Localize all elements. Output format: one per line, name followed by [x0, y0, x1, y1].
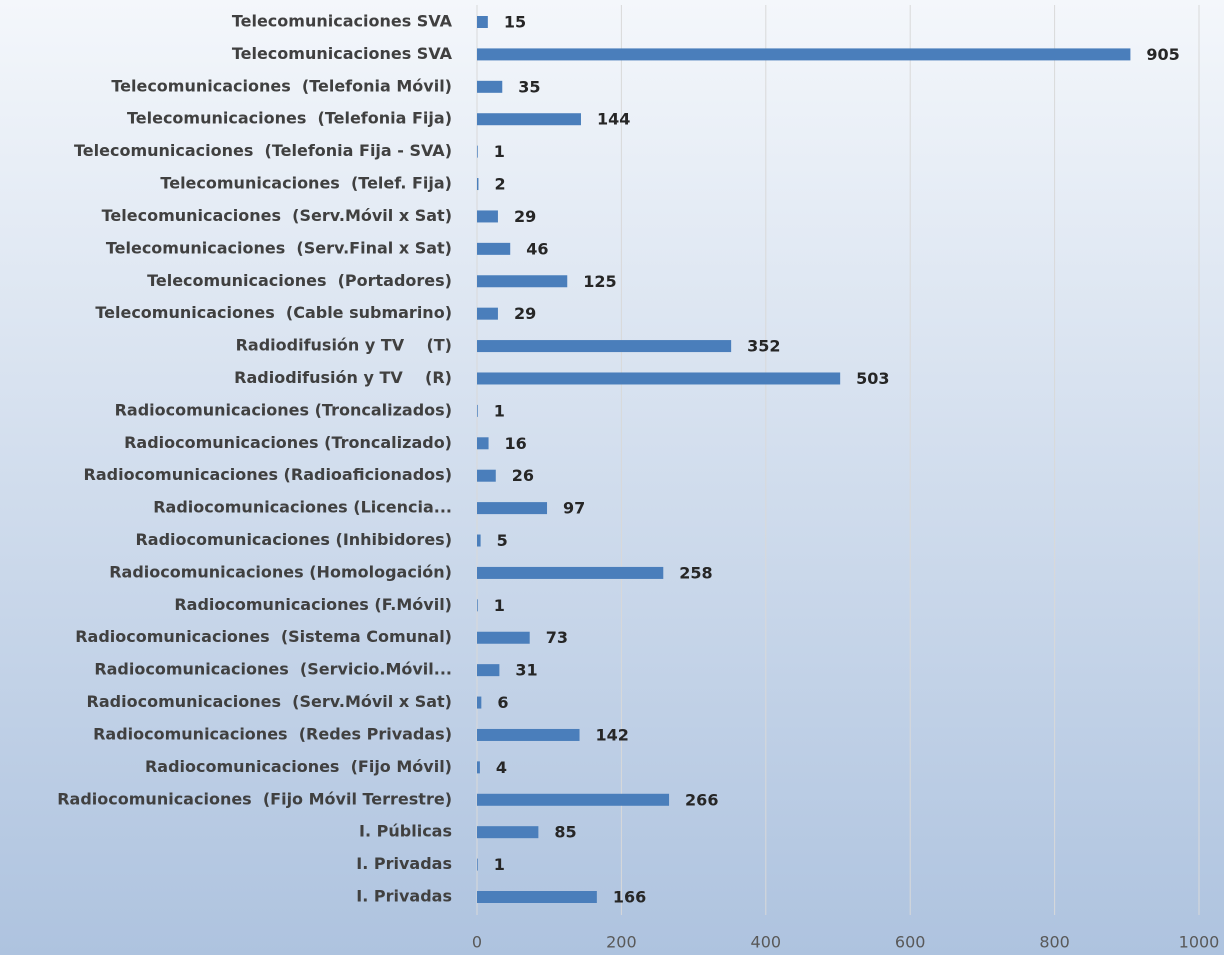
- bar: [477, 242, 511, 255]
- y-tick-label: I. Privadas: [356, 887, 452, 906]
- bar: [477, 80, 503, 93]
- y-tick-label: Radiocomunicaciones (Fijo Móvil Terrestr…: [57, 789, 452, 808]
- y-tick-label: Telecomunicaciones SVA: [232, 12, 453, 31]
- bar: [477, 16, 488, 28]
- y-tick-label: Radiocomunicaciones (Licencia...: [153, 498, 452, 517]
- bar: [477, 793, 670, 806]
- y-tick-label: Telecomunicaciones SVA: [232, 44, 453, 63]
- y-tick-label: Radiocomunicaciones (Redes Privadas): [93, 724, 452, 743]
- value-label: 2: [494, 175, 505, 194]
- bar: [477, 404, 478, 417]
- bar: [477, 340, 732, 353]
- value-label: 125: [583, 272, 616, 291]
- bar: [477, 372, 841, 385]
- value-label: 503: [856, 369, 889, 388]
- bar: [477, 599, 478, 612]
- x-tick-label: 1000: [1179, 933, 1220, 952]
- x-tick-label: 800: [1039, 933, 1070, 952]
- y-tick-label: Radiocomunicaciones (Radioaficionados): [84, 465, 452, 484]
- bar: [477, 826, 539, 839]
- bar: [477, 728, 580, 741]
- bar: [477, 113, 581, 126]
- bar: [477, 631, 530, 644]
- bar: [477, 307, 498, 320]
- y-tick-label: Telecomunicaciones (Telef. Fija): [160, 174, 452, 193]
- bar: [477, 275, 568, 288]
- value-label: 4: [496, 758, 507, 777]
- y-tick-label: Telecomunicaciones (Serv.Móvil x Sat): [102, 206, 452, 225]
- bar: [477, 178, 479, 191]
- value-label: 6: [497, 693, 508, 712]
- y-tick-label: Telecomunicaciones (Telefonia Fija): [127, 109, 452, 128]
- value-label: 144: [597, 110, 630, 129]
- value-label: 29: [514, 304, 536, 323]
- y-tick-label: I. Públicas: [359, 822, 452, 841]
- value-label: 35: [518, 77, 540, 96]
- y-tick-label: Telecomunicaciones (Cable submarino): [95, 303, 452, 322]
- y-tick-label: Radiocomunicaciones (Homologación): [109, 562, 452, 581]
- bar: [477, 534, 481, 547]
- value-label: 46: [526, 239, 548, 258]
- bar: [477, 210, 498, 223]
- y-tick-label: Radiodifusión y TV (T): [236, 336, 452, 355]
- value-label: 31: [515, 661, 537, 680]
- bar: [477, 858, 478, 871]
- bar: [477, 469, 496, 482]
- bar: [477, 664, 500, 677]
- bar: [477, 502, 548, 515]
- x-tick-label: 400: [751, 933, 782, 952]
- y-tick-label: I. Privadas: [356, 854, 452, 873]
- y-tick-label: Radiocomunicaciones (Inhibidores): [135, 530, 452, 549]
- y-tick-label: Radiocomunicaciones (Sistema Comunal): [75, 627, 452, 646]
- bar: [477, 145, 478, 158]
- y-tick-label: Radiocomunicaciones (Fijo Móvil): [145, 757, 452, 776]
- y-tick-label: Radiocomunicaciones (Servicio.Móvil...: [94, 660, 452, 679]
- bar: [477, 696, 482, 709]
- y-tick-label: Telecomunicaciones (Serv.Final x Sat): [106, 238, 452, 257]
- value-label: 1: [494, 142, 505, 161]
- value-label: 352: [747, 337, 780, 356]
- y-tick-label: Radiocomunicaciones (F.Móvil): [174, 595, 452, 614]
- x-tick-label: 0: [472, 933, 482, 952]
- grid: 0 200 400 600 800 1000: [472, 5, 1219, 952]
- value-label: 97: [563, 499, 585, 518]
- x-tick-label: 600: [895, 933, 926, 952]
- value-label: 905: [1146, 45, 1179, 64]
- y-tick-label: Radiocomunicaciones (Troncalizados): [115, 400, 452, 419]
- value-label: 258: [679, 563, 712, 582]
- y-tick-label: Telecomunicaciones (Telefonia Fija - SVA…: [74, 141, 452, 160]
- value-label: 266: [685, 790, 718, 809]
- y-tick-label: Radiocomunicaciones (Serv.Móvil x Sat): [87, 692, 452, 711]
- value-label: 1: [494, 401, 505, 420]
- y-tick-label: Telecomunicaciones (Telefonia Móvil): [111, 76, 452, 95]
- value-label: 1: [494, 855, 505, 874]
- value-label: 166: [613, 888, 646, 907]
- bar: [477, 437, 489, 450]
- y-tick-label: Telecomunicaciones (Portadores): [147, 271, 452, 290]
- value-label: 26: [512, 466, 534, 485]
- plot: Telecomunicaciones SVA 15Telecomunicacion…: [57, 12, 1180, 907]
- x-tick-label: 200: [606, 933, 637, 952]
- value-label: 5: [497, 531, 508, 550]
- y-tick-label: Radiodifusión y TV (R): [234, 368, 452, 387]
- bar: [477, 48, 1131, 61]
- bar: [477, 891, 597, 903]
- y-tick-label: Radiocomunicaciones (Troncalizado): [124, 433, 452, 452]
- value-label: 1: [494, 596, 505, 615]
- value-label: 15: [504, 13, 526, 32]
- bar: [477, 566, 664, 579]
- value-label: 142: [596, 725, 629, 744]
- value-label: 85: [554, 823, 576, 842]
- value-label: 16: [505, 434, 527, 453]
- value-label: 29: [514, 207, 536, 226]
- value-label: 73: [546, 628, 568, 647]
- bar: [477, 761, 480, 774]
